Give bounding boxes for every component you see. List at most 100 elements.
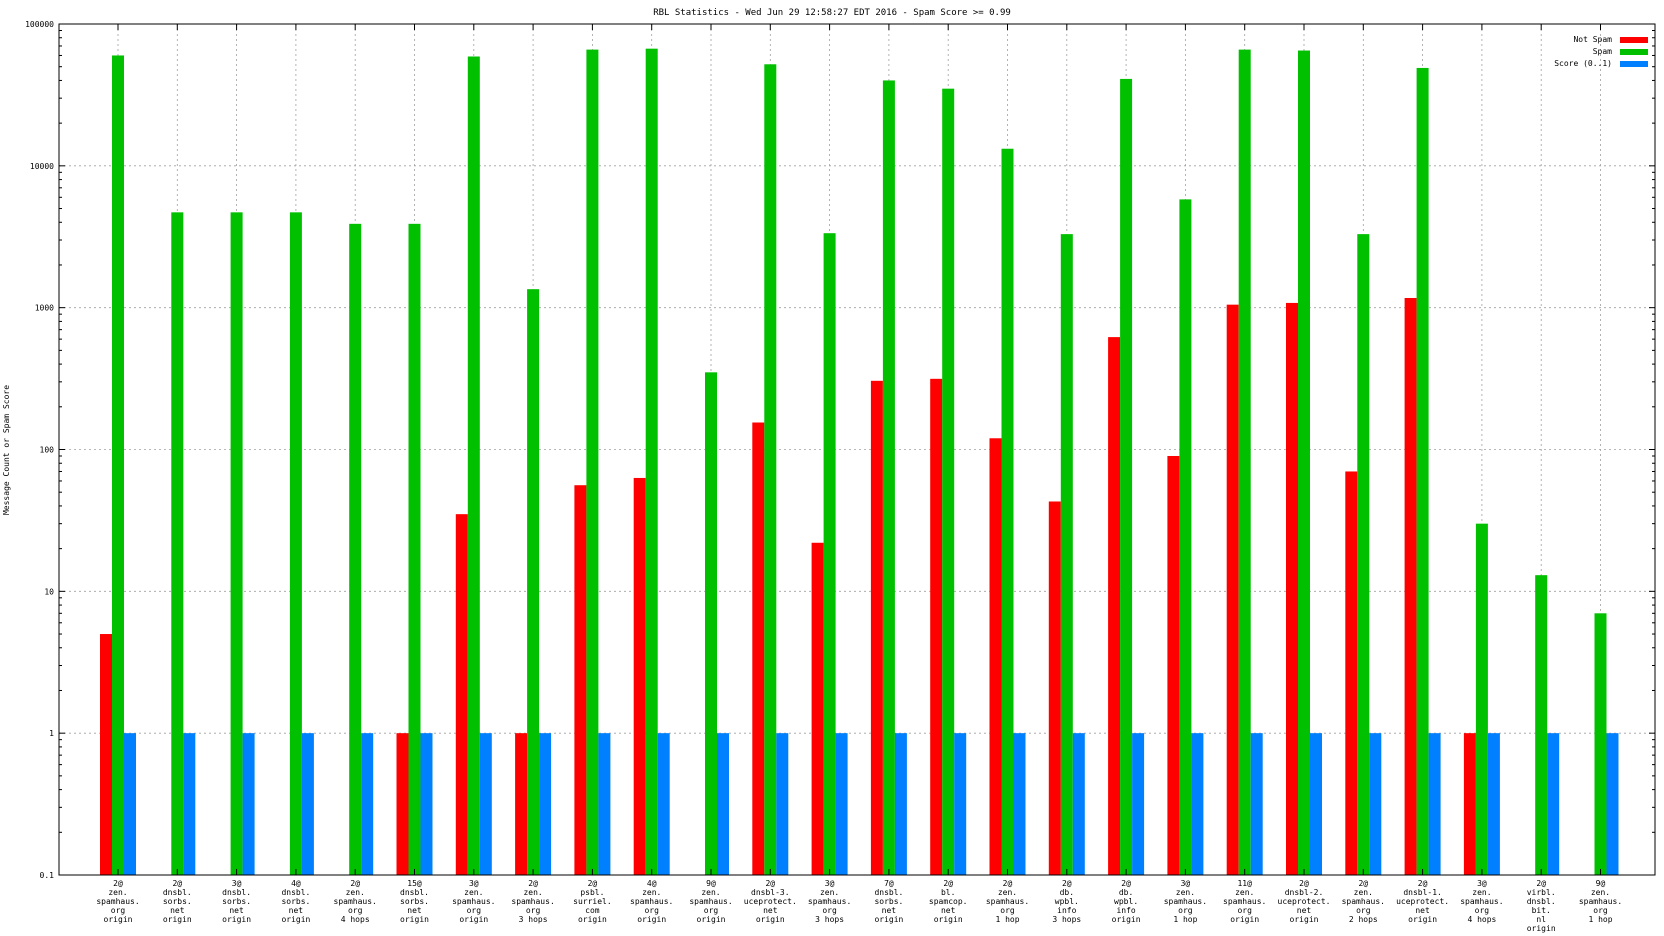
x-tick-label-line: origin — [637, 915, 666, 924]
x-tick-label-line: spamhaus. — [1342, 897, 1385, 906]
x-tick-label-line: zen. — [1235, 888, 1254, 897]
x-tick-label-line: spamhaus. — [986, 897, 1029, 906]
x-tick-label-line: net — [170, 906, 185, 915]
bar-score-0-1 — [1191, 733, 1204, 875]
x-tick-label: 3@ zen. spamhaus. org 1 hop — [1164, 879, 1207, 924]
bar-score-0-1 — [657, 733, 670, 875]
x-tick-label-line: zen. — [108, 888, 127, 897]
x-tick-label-line: dnsbl. — [874, 888, 903, 897]
x-tick-label-line: origin — [1290, 915, 1319, 924]
x-tick-label: 2@ dnsbl-2. uceprotect. net origin — [1278, 879, 1331, 924]
x-tick-label: 3@ zen. spamhaus. org 3 hops — [808, 879, 851, 924]
bar-spam — [764, 64, 777, 875]
bar-spam — [942, 88, 955, 875]
x-tick-label-line: spamhaus. — [1460, 897, 1503, 906]
x-tick-label-line: 3@ — [1477, 879, 1487, 888]
bar-spam — [527, 289, 540, 875]
bar-not-spam — [811, 542, 824, 875]
y-tick-labels: 0.1 1 10 100 1000 10000 100000 — [25, 20, 54, 880]
bar-score-0-1 — [1072, 733, 1085, 875]
bar-score-0-1 — [1487, 733, 1500, 875]
x-tick-label-line: 2@ — [765, 879, 775, 888]
x-tick-label-line: uceprotect. — [744, 897, 797, 906]
x-tick-label-line: 3 hops — [815, 915, 844, 924]
x-tick-label-line: net — [763, 906, 778, 915]
y-tick-label: 1000 — [35, 304, 54, 313]
bar-score-0-1 — [1250, 733, 1263, 875]
x-tick-label-line: 2@ — [1121, 879, 1131, 888]
x-tick-label-line: zen. — [998, 888, 1017, 897]
x-tick-label-line: zen. — [1354, 888, 1373, 897]
bar-score-0-1 — [835, 733, 848, 875]
bar-spam — [112, 55, 124, 875]
x-tick-label-line: origin — [104, 915, 133, 924]
bar-spam — [1238, 49, 1251, 876]
bar-spam — [1120, 78, 1133, 875]
x-tick-label-line: 2 hops — [1349, 915, 1378, 924]
bar-spam — [1179, 199, 1192, 875]
bar-not-spam — [396, 733, 409, 875]
bar-spam — [1060, 234, 1073, 876]
x-tick-label-line: origin — [281, 915, 310, 924]
x-tick-label-line: wpbl. — [1055, 897, 1079, 906]
x-tick-label-line: origin — [459, 915, 488, 924]
bar-not-spam — [1167, 455, 1180, 875]
x-tick-label-line: org — [704, 906, 719, 915]
bar-spam — [1298, 50, 1310, 876]
x-tick-label: 2@ dnsbl. sorbs. net origin — [163, 879, 192, 924]
x-tick-label-line: org — [526, 906, 541, 915]
x-tick-label: 2@ psbl. surriel. com origin — [573, 879, 612, 924]
bar-score-0-1 — [361, 733, 374, 875]
x-tick-label-line: 2@ — [528, 879, 538, 888]
x-tick-label-line: 3@ — [825, 879, 835, 888]
legend-label: Score (0..1) — [1554, 59, 1612, 68]
x-tick-label: 2@ db. wpbl. info 3 hops — [1052, 879, 1081, 924]
bar-score-0-1 — [301, 733, 314, 875]
x-tick-label-line: 2@ — [113, 879, 123, 888]
legend: Not Spam Spam Score (0..1) — [1554, 35, 1648, 68]
x-tick-label-line: info — [1116, 906, 1135, 915]
x-tick-label-line: net — [407, 906, 422, 915]
x-tick-label-line: zen. — [1176, 888, 1195, 897]
x-tick-label-line: virbl. — [1527, 888, 1556, 897]
legend-swatch — [1620, 61, 1648, 67]
x-tick-label-line: 3@ — [469, 879, 479, 888]
bar-spam — [705, 372, 717, 875]
bar-spam — [882, 80, 895, 875]
y-tick-label: 0.1 — [40, 871, 55, 880]
x-tick-label-line: spamhaus. — [1223, 897, 1266, 906]
x-tick-label-line: origin — [874, 915, 903, 924]
x-tick-label-line: zen. — [642, 888, 661, 897]
x-tick-label: 2@ virbl. dnsbl. bit. nl origin — [1527, 879, 1556, 933]
x-tick-label-line: net — [1297, 906, 1312, 915]
x-tick-label-line: 3@ — [232, 879, 242, 888]
x-tick-label-line: zen. — [464, 888, 483, 897]
x-tick-label: 2@ dnsbl-3. uceprotect. net origin — [744, 879, 797, 924]
bar-not-spam — [574, 485, 587, 875]
y-tick-label: 10 — [44, 587, 54, 596]
x-tick-label-line: origin — [697, 915, 726, 924]
legend-label: Not Spam — [1573, 35, 1612, 44]
x-tick-label-line: uceprotect. — [1278, 897, 1331, 906]
x-tick-label-line: psbl. — [580, 888, 604, 897]
x-tick-label-line: spamhaus. — [452, 897, 495, 906]
x-tick-label-line: db. — [1119, 888, 1133, 897]
x-tick-label-line: sorbs. — [400, 897, 429, 906]
x-tick-label-line: spamhaus. — [511, 897, 554, 906]
x-tick-label-line: org — [644, 906, 659, 915]
bar-score-0-1 — [1310, 733, 1322, 875]
x-tick-label-line: org — [1237, 906, 1252, 915]
x-tick-label-line: 4 hops — [1467, 915, 1496, 924]
x-tick-label: 11@ zen. spamhaus. org origin — [1223, 879, 1266, 924]
x-tick-label-line: 1 hop — [1588, 915, 1612, 924]
bar-spam — [230, 212, 243, 875]
x-tick-label-line: 3 hops — [519, 915, 548, 924]
bar-not-spam — [100, 634, 112, 875]
bar-spam — [1594, 613, 1607, 875]
y-axis-label: Message Count or Spam Score — [2, 385, 11, 515]
x-tick-label-line: 2@ — [350, 879, 360, 888]
x-tick-label-line: 11@ — [1237, 879, 1252, 888]
x-tick-label-line: zen. — [523, 888, 542, 897]
bar-spam — [1475, 523, 1488, 875]
bar-not-spam — [930, 378, 943, 875]
